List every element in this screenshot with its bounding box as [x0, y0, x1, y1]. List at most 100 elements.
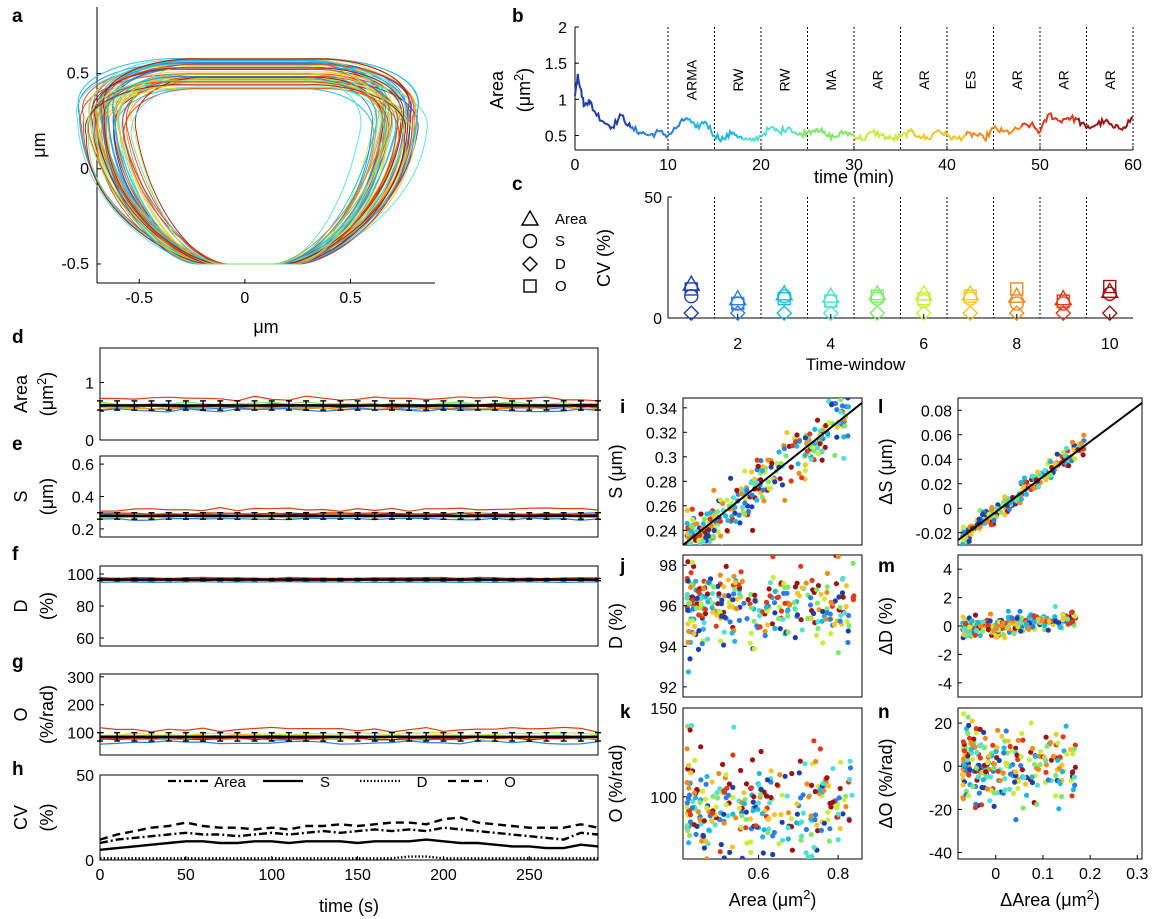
panel-n-point: [977, 755, 984, 761]
panel-e-trace: [99, 517, 599, 522]
panel-k-point: [748, 785, 755, 791]
panel-b-window-label: AR: [1055, 70, 1071, 89]
panel-k-point: [847, 765, 854, 771]
panel-k-point: [789, 847, 796, 853]
panel-b-x-tick-label: 40: [938, 157, 956, 174]
panel-c-d-marker: [822, 305, 839, 322]
panel-b-series-segment: [778, 124, 790, 137]
panel-n-point: [1007, 771, 1014, 777]
panel-k-point: [704, 773, 710, 780]
panel-j-point: [784, 608, 791, 614]
panel-i-point: [754, 497, 760, 503]
panel-j-point: [798, 617, 804, 623]
panel-i-point: [733, 518, 739, 524]
panel-k-point: [688, 770, 694, 776]
panel-k-point: [785, 810, 792, 816]
panel-i-point: [782, 497, 788, 503]
panel-l-point: [989, 504, 995, 511]
panel-j-point: [729, 630, 735, 636]
panel-a-y-tick-label: -0.5: [61, 256, 89, 273]
panel-k-point: [782, 773, 788, 779]
panel-m-point: [973, 628, 980, 634]
panel-b-y-label-line1: Area: [487, 70, 507, 109]
panel-b-series-segment: [1002, 129, 1013, 136]
panel-b-series-segment: [1104, 118, 1116, 130]
panel-j-point: [684, 595, 690, 601]
panel-l-point: [1071, 447, 1077, 453]
panel-c-x-tick-label: 10: [1101, 336, 1119, 353]
panel-b-series-segment: [576, 73, 582, 89]
panel-k-point: [702, 796, 709, 802]
panel-i-point: [711, 527, 717, 534]
panel-m-y-tick-label: -4: [938, 676, 952, 693]
panel-n-point: [969, 718, 975, 724]
panel-i-point: [707, 516, 713, 522]
panel-k-point: [804, 781, 810, 787]
panel-k-point: [825, 809, 831, 816]
panel-j-point: [763, 604, 769, 610]
panel-k-point: [685, 796, 692, 802]
panel-m-point: [1069, 609, 1075, 615]
panel-k-point: [778, 811, 784, 818]
panel-j-y-tick-label: 96: [659, 599, 677, 616]
panel-n-point: [974, 749, 980, 756]
panel-m-y-tick-label: 0: [943, 619, 952, 636]
panel-j-point: [792, 606, 798, 612]
panel-k-point: [794, 811, 801, 817]
panel-m-point: [991, 628, 997, 634]
panel-j-point: [698, 595, 704, 601]
panel-j-point: [745, 596, 751, 603]
panel-i-point: [718, 533, 724, 539]
panel-m-point: [977, 632, 983, 639]
panel-i-point: [688, 549, 693, 554]
panel-n-point: [1010, 790, 1017, 797]
panel-l-point: [968, 531, 974, 537]
panel-j-point: [776, 604, 783, 610]
panel-i-y-tick-label: 0.24: [646, 523, 677, 540]
panel-j-point: [842, 610, 848, 616]
panel-c-x-tick-label: 4: [826, 336, 835, 353]
panel-k-point: [704, 856, 710, 859]
panel-b-series-segment: [835, 129, 846, 138]
panel-i-point: [832, 400, 839, 407]
panel-l-point: [960, 541, 966, 545]
panel-m-point: [1014, 615, 1020, 621]
panel-m-point: [1069, 619, 1075, 625]
panel-k-point: [721, 820, 727, 826]
panel-k-point: [687, 727, 693, 733]
panel-j-point: [762, 628, 768, 635]
panel-j-point: [781, 590, 787, 597]
panel-b-series-segment: [713, 131, 725, 144]
panel-k-point: [699, 838, 705, 844]
panel-i-point: [817, 441, 823, 447]
panel-c-legend-d-marker: [522, 256, 538, 272]
panel-k-point: [838, 759, 844, 765]
panel-i-point: [688, 528, 695, 535]
panel-b-series-segment: [1123, 116, 1134, 130]
panel-j-point: [838, 612, 844, 619]
panel-k-point: [774, 782, 780, 788]
panel-b-series-segment: [602, 120, 613, 131]
panel-i-point: [804, 448, 810, 454]
panel-b-series-segment: [760, 125, 771, 138]
panel-k-point: [753, 823, 759, 829]
panel-k-point: [721, 788, 727, 795]
panel-c-d-marker: [962, 305, 979, 322]
panel-i-point: [783, 453, 789, 459]
panel-n-y-tick-label: 20: [934, 716, 952, 733]
panel-n-point: [1014, 752, 1020, 758]
panel-k-point: [741, 801, 748, 807]
panel-j-point: [846, 623, 852, 629]
panel-k-frame: [682, 707, 863, 860]
panel-n-point: [1072, 742, 1078, 748]
panel-b-series-segment: [983, 127, 994, 143]
panel-i-point: [769, 460, 775, 466]
panel-i-point: [845, 404, 852, 410]
panel-b-x-tick-label: 50: [1031, 157, 1049, 174]
panel-k-point: [730, 868, 735, 873]
panel-j-point: [809, 577, 815, 584]
panel-j-point: [763, 599, 770, 605]
panel-m-point: [1009, 615, 1015, 621]
panel-j-point: [846, 612, 852, 619]
panel-b-series-segment: [611, 112, 623, 130]
